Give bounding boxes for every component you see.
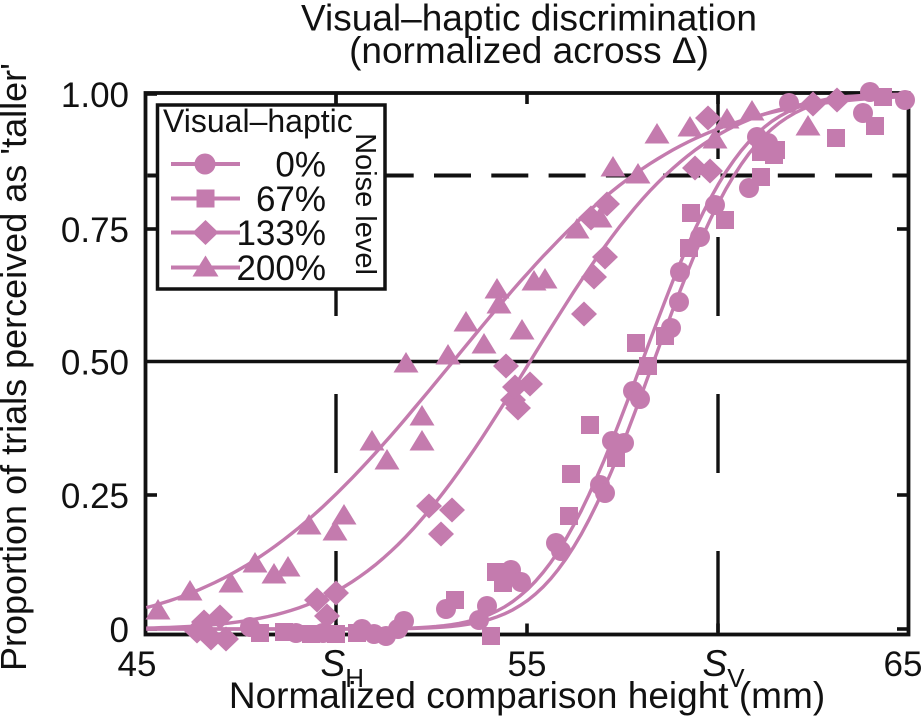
svg-text:200%: 200% (236, 249, 326, 288)
svg-text:Proportion of trials perceived: Proportion of trials perceived as 'talle… (0, 63, 34, 671)
svg-text:0.75: 0.75 (61, 211, 129, 250)
svg-text:0.25: 0.25 (61, 477, 129, 516)
svg-text:Visual–haptic discrimination: Visual–haptic discrimination (301, 0, 757, 39)
svg-text:Visual–haptic: Visual–haptic (163, 103, 353, 139)
svg-text:(normalized across Δ): (normalized across Δ) (349, 30, 709, 71)
svg-text:0%: 0% (275, 146, 326, 185)
svg-text:65: 65 (884, 645, 921, 684)
svg-text:0.50: 0.50 (61, 343, 129, 382)
svg-text:1.00: 1.00 (61, 76, 129, 115)
svg-text:133%: 133% (236, 214, 326, 253)
svg-text:55: 55 (508, 645, 547, 684)
svg-text:45: 45 (118, 645, 157, 684)
svg-text:Normalized comparison height (: Normalized comparison height (mm) (229, 675, 825, 716)
svg-text:Noise level: Noise level (349, 133, 381, 275)
svg-text:67%: 67% (256, 180, 326, 219)
svg-text:0: 0 (110, 611, 129, 650)
